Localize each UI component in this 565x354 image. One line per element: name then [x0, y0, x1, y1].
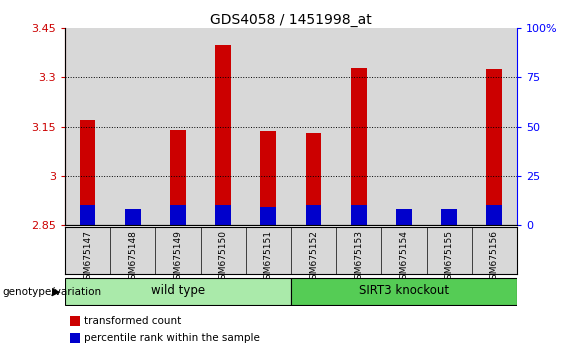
Bar — [215, 205, 231, 225]
Text: wild type: wild type — [151, 284, 205, 297]
Text: GSM675148: GSM675148 — [128, 230, 137, 285]
Bar — [260, 131, 276, 225]
Bar — [110, 28, 155, 225]
Bar — [381, 28, 427, 225]
Bar — [396, 209, 412, 225]
Text: GSM675154: GSM675154 — [399, 230, 408, 285]
Bar — [65, 278, 291, 305]
Bar — [125, 209, 141, 225]
Bar — [351, 205, 367, 225]
Text: GSM675151: GSM675151 — [264, 230, 273, 285]
Text: GSM675156: GSM675156 — [490, 230, 499, 285]
Bar — [306, 205, 321, 225]
Text: percentile rank within the sample: percentile rank within the sample — [84, 333, 260, 343]
Bar — [125, 210, 141, 225]
Bar — [291, 278, 517, 305]
Bar — [260, 207, 276, 225]
Bar — [70, 316, 80, 326]
Bar — [486, 69, 502, 225]
Bar — [396, 217, 412, 225]
Bar — [486, 205, 502, 225]
Bar — [351, 68, 367, 225]
Bar — [291, 28, 336, 225]
Text: transformed count: transformed count — [84, 316, 181, 326]
Text: genotype/variation: genotype/variation — [3, 287, 102, 297]
Text: GSM675147: GSM675147 — [83, 230, 92, 285]
Title: GDS4058 / 1451998_at: GDS4058 / 1451998_at — [210, 13, 372, 27]
Text: ▶: ▶ — [52, 287, 60, 297]
Bar — [427, 28, 472, 225]
Text: GSM675153: GSM675153 — [354, 230, 363, 285]
Bar — [65, 28, 110, 225]
Bar — [170, 130, 186, 225]
Text: GSM675152: GSM675152 — [309, 230, 318, 285]
Bar — [201, 28, 246, 225]
Bar — [170, 205, 186, 225]
Bar — [215, 45, 231, 225]
Bar — [336, 28, 381, 225]
Text: GSM675155: GSM675155 — [445, 230, 454, 285]
Bar — [441, 209, 457, 225]
Bar — [246, 28, 291, 225]
Text: SIRT3 knockout: SIRT3 knockout — [359, 284, 449, 297]
Bar — [80, 205, 95, 225]
Bar — [441, 217, 457, 225]
Bar — [80, 120, 95, 225]
Text: GSM675150: GSM675150 — [219, 230, 228, 285]
Bar — [472, 28, 517, 225]
Bar — [306, 133, 321, 225]
Bar — [70, 333, 80, 343]
Text: GSM675149: GSM675149 — [173, 230, 182, 285]
Bar — [155, 28, 201, 225]
